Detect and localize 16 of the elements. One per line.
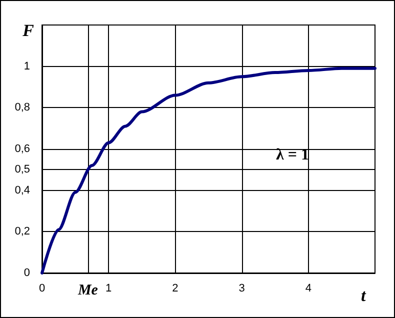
x-tick-label: 2	[172, 282, 178, 294]
line-series	[40, 66, 376, 274]
x-tick-label: 4	[305, 282, 312, 294]
y-tick-label: 1	[24, 60, 30, 72]
y-tick-label: 0,4	[14, 184, 30, 196]
x-tick-label: Me	[76, 282, 98, 298]
x-tick-label: 1	[106, 282, 112, 294]
y-tick-label: 0,5	[14, 164, 30, 176]
y-tick-label: 0,6	[14, 143, 30, 155]
y-tick-label: 0,8	[14, 102, 30, 114]
x-tick-label: 3	[238, 282, 245, 294]
y-tick-label: 0,2	[14, 226, 30, 238]
y-tick-label: 0	[24, 267, 30, 279]
x-tick-label: 0	[38, 282, 46, 294]
x-axis-title: t	[361, 286, 367, 305]
y-axis-title: F	[22, 21, 35, 40]
